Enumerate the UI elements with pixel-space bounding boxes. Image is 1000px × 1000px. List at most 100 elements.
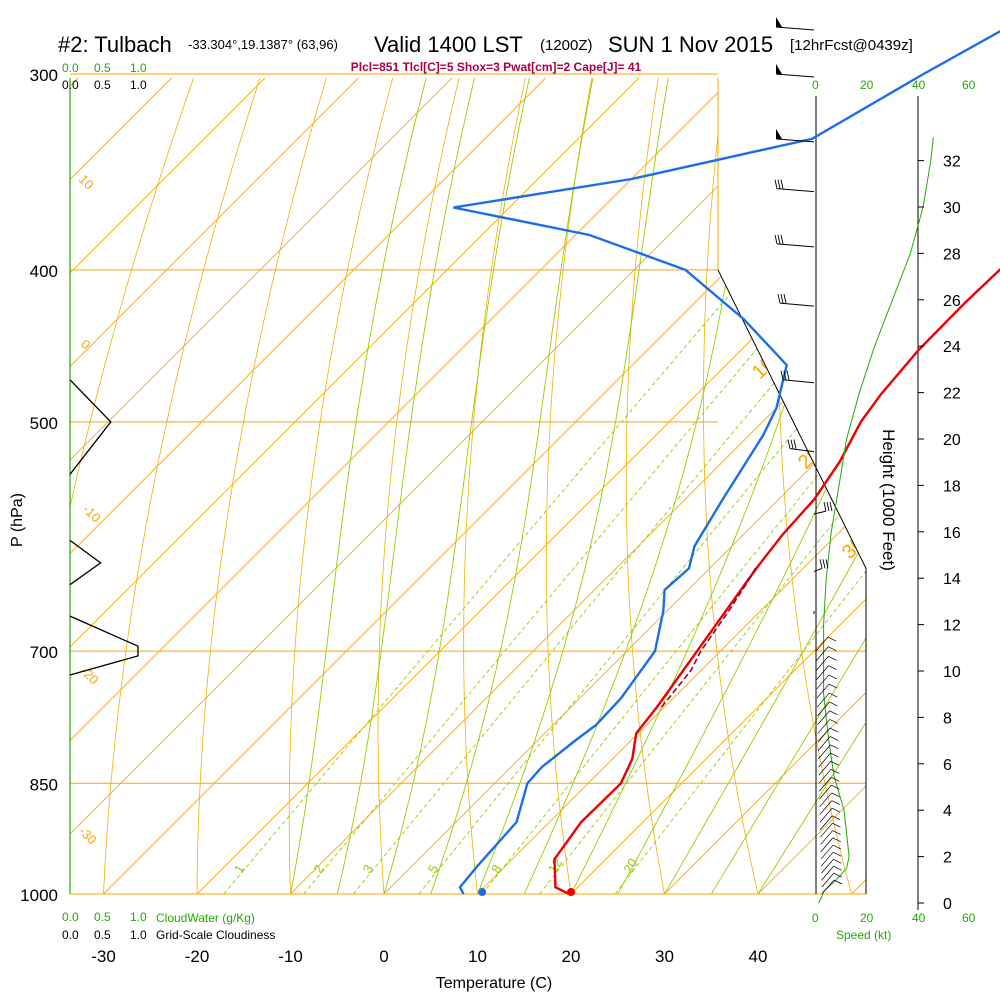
speed-scale-label: 60 — [962, 911, 976, 925]
wind-barb-feather — [829, 502, 833, 512]
pressure-tick-label: 500 — [30, 414, 58, 433]
wind-barb-feather — [793, 439, 797, 449]
cloud-scale-label: 1.0 — [130, 928, 147, 942]
wind-barb — [828, 674, 837, 680]
isotherm-line — [290, 78, 866, 894]
wind-barb — [818, 752, 831, 768]
wind-barb — [817, 710, 830, 726]
speed-axis-title: Speed (kt) — [836, 928, 891, 942]
valid-time: Valid 1400 LST — [374, 32, 523, 57]
wind-barb-feather — [774, 234, 778, 244]
isotherm-label: 30 — [838, 532, 869, 563]
height-tick-label: 2 — [943, 850, 952, 867]
wind-barb — [830, 736, 839, 741]
temperature-tick-label: -10 — [278, 947, 303, 966]
wind-barb-feather — [783, 370, 787, 380]
wind-barb — [817, 701, 830, 717]
cloud-scale-label: 1.0 — [130, 910, 147, 924]
speed-scale-label: 60 — [962, 78, 976, 92]
cloud-scale-label: 1.0 — [130, 78, 147, 92]
cloudwater-label: CloudWater (g/Kg) — [156, 911, 255, 925]
isotherm-line — [851, 78, 866, 894]
wind-panel-border — [717, 269, 867, 894]
dewpoint-line — [453, 30, 1000, 895]
axes-labels: -30 -20 -10 0 10 20 30 400246810121416182022242… — [62, 61, 976, 966]
wind-barb-feather — [777, 294, 781, 304]
wind-barb — [832, 815, 841, 821]
dry-adiabat-line — [990, 0, 1000, 927]
height-tick-label: 28 — [943, 246, 961, 263]
speed-scale-label: 40 — [912, 78, 926, 92]
wind-barb — [829, 692, 838, 698]
wind-barb — [828, 655, 837, 661]
moist-adiabat-line — [336, 78, 509, 894]
cloud-scale-label: 0.0 — [62, 910, 79, 924]
wind-barb — [821, 872, 835, 888]
wind-barb — [818, 744, 831, 760]
temperature-tick-label: 40 — [749, 947, 768, 966]
isotherm-line — [477, 78, 866, 894]
surface-temperature-point — [567, 888, 575, 896]
wind-barb-feather — [780, 234, 784, 244]
dry-adiabat-line — [463, 78, 563, 894]
isotherm-line — [70, 78, 488, 894]
wind-barb — [819, 815, 833, 830]
mixing-ratio-lines: 1 2 3 5 8 12 20 — [223, 269, 866, 894]
temperature-tick-label: 20 — [562, 947, 581, 966]
y-axis-title: P (hPa) — [9, 493, 26, 547]
isotherm-label: 20 — [794, 442, 825, 473]
cloud-scale-label: 0.5 — [94, 78, 111, 92]
wind-barb — [775, 73, 815, 78]
mixing-ratio-line — [539, 269, 866, 894]
height-tick-label: 32 — [943, 154, 961, 171]
wind-barb — [828, 683, 838, 689]
dry-adiabat-line — [778, 78, 862, 894]
x-axis-title: Temperature (C) — [436, 975, 552, 992]
wind-barb — [829, 701, 838, 707]
wind-barb — [817, 727, 831, 743]
moist-adiabat-line — [710, 78, 866, 894]
location-text: -33.304°,19.1387° (63,96) — [188, 37, 338, 52]
wind-barb-feather — [826, 502, 830, 512]
isotherm-line — [70, 78, 394, 894]
wind-barb-feather — [774, 179, 778, 189]
wind-barb — [776, 243, 815, 248]
temperature-tick-label: -20 — [185, 947, 210, 966]
wind-barb — [779, 302, 815, 307]
wind-barb — [789, 448, 815, 453]
height-tick-label: 26 — [943, 293, 961, 310]
cloud-scale-label: 0.5 — [94, 928, 111, 942]
speed-scale-label: 40 — [912, 911, 926, 925]
valid-utc: (1200Z) — [540, 37, 593, 54]
wind-barb-feather — [823, 502, 827, 512]
wind-barb — [833, 872, 842, 878]
cloud-scale-label: 0.5 — [94, 61, 111, 75]
wind-barb — [818, 769, 832, 784]
wind-barb — [832, 844, 842, 850]
isotherm-line — [757, 78, 866, 894]
wind-barb — [820, 830, 833, 845]
mixing-ratio-label: 2 — [310, 862, 327, 876]
wind-barb — [815, 636, 829, 652]
wind-barb — [776, 188, 815, 193]
mixing-ratio-label: 20 — [620, 856, 640, 876]
dry-adiabat-line — [545, 78, 625, 894]
temperature-line — [553, 267, 1000, 896]
height-tick-label: 30 — [943, 200, 961, 217]
wind-barb — [830, 744, 839, 750]
wind-barb — [828, 646, 837, 652]
wind-barb — [816, 683, 830, 699]
wind-barb-feather — [777, 179, 781, 189]
plot-frame — [69, 78, 919, 910]
height-tick-label: 18 — [943, 478, 961, 495]
wind-barb — [833, 858, 842, 864]
cloudiness-line — [69, 615, 139, 676]
parcel-line — [660, 568, 757, 708]
height-tick-label: 6 — [943, 757, 952, 774]
mixing-ratio-label: 8 — [488, 862, 505, 876]
dry-adiabats — [70, 0, 1000, 927]
pressure-tick-label: 850 — [30, 775, 58, 794]
mixing-ratio-label: 3 — [360, 862, 377, 876]
